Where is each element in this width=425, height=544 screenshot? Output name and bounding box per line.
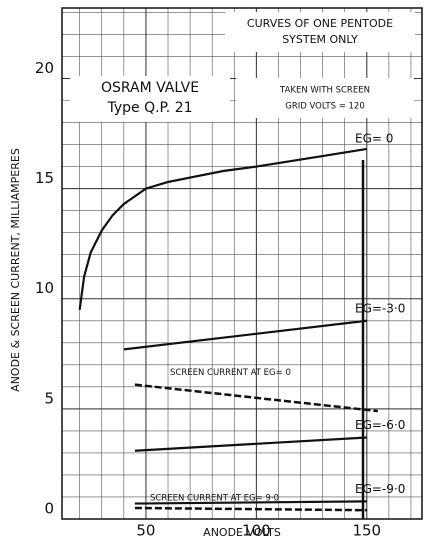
series-line (134, 383, 378, 413)
series-line (134, 500, 367, 505)
series-line (134, 506, 367, 512)
series-label: EG= 0 (355, 131, 393, 145)
series-line (78, 147, 367, 310)
y-tick-label: 0 (44, 500, 54, 518)
series-label: SCREEN CURRENT AT EG= 9·0 (150, 493, 279, 503)
annotation: CURVES OF ONE PENTODE (247, 17, 393, 30)
y-axis-label: ANODE & SCREEN CURRENT, MILLIAMPERES (9, 148, 22, 392)
title-box (70, 76, 230, 122)
annotation: TAKEN WITH SCREEN (279, 86, 370, 96)
x-tick-label: 150 (352, 522, 381, 540)
series-label: EG=-6·0 (355, 418, 405, 432)
annotation: SYSTEM ONLY (282, 33, 358, 46)
y-tick-label: 15 (35, 169, 54, 187)
y-tick-label: 5 (44, 389, 54, 407)
x-tick-label: 100 (242, 522, 271, 540)
annotation: Type Q.P. 21 (106, 100, 192, 116)
x-axis-label: ANODE VOLTS (203, 526, 281, 539)
series-label: EG=-3·0 (355, 301, 405, 315)
y-tick-label: 20 (35, 59, 54, 77)
x-tick-label: 50 (136, 522, 155, 540)
y-tick-label: 10 (35, 279, 54, 297)
series-line (123, 319, 367, 351)
series-line (134, 436, 367, 452)
plot-frame (61, 7, 423, 520)
series-label: SCREEN CURRENT AT EG= 0 (170, 368, 291, 378)
note-box (225, 12, 415, 52)
annotation: GRID VOLTS = 120 (285, 102, 365, 112)
note-box (236, 78, 414, 118)
series-label: EG=-9·0 (355, 482, 405, 496)
annotation: OSRAM VALVE (101, 80, 199, 96)
